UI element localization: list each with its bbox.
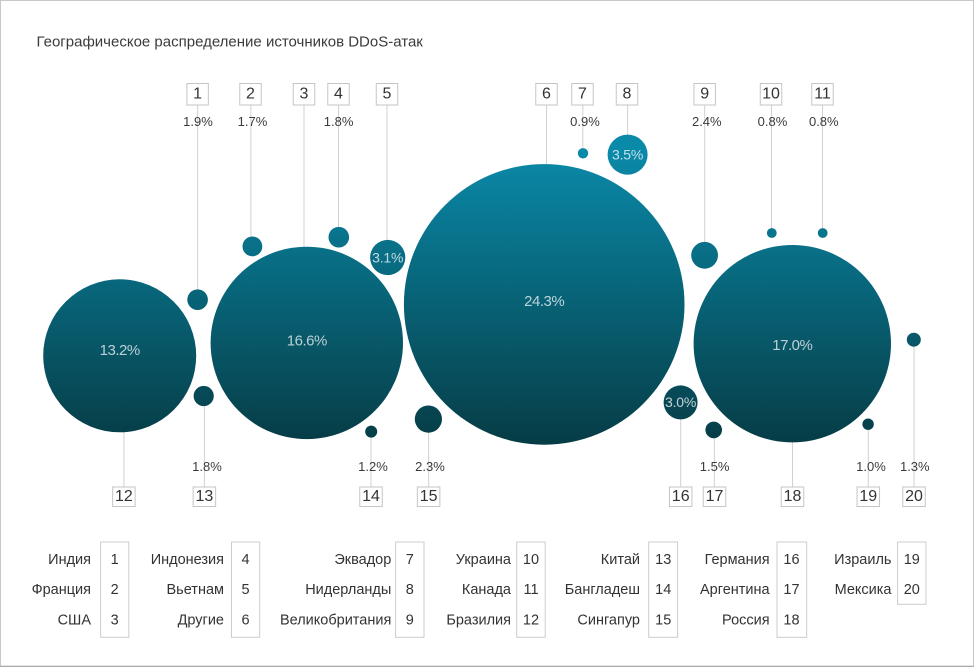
svg-text:9: 9 xyxy=(406,613,414,629)
svg-text:11: 11 xyxy=(814,85,831,102)
svg-text:1.5%: 1.5% xyxy=(700,459,730,474)
svg-text:3.0%: 3.0% xyxy=(665,394,696,410)
svg-text:8: 8 xyxy=(406,582,414,598)
svg-text:5: 5 xyxy=(242,582,250,598)
svg-text:0.9%: 0.9% xyxy=(570,114,600,129)
svg-text:Сингапур: Сингапур xyxy=(577,613,640,629)
svg-text:Франция: Франция xyxy=(32,582,91,598)
svg-text:17: 17 xyxy=(706,488,724,505)
svg-text:Индонезия: Индонезия xyxy=(151,552,224,568)
svg-text:1.8%: 1.8% xyxy=(192,459,222,474)
svg-text:Китай: Китай xyxy=(601,552,640,568)
svg-text:3.5%: 3.5% xyxy=(612,147,643,163)
svg-text:7: 7 xyxy=(406,552,414,568)
svg-text:Бангладеш: Бангладеш xyxy=(565,582,640,598)
svg-text:17: 17 xyxy=(783,582,799,598)
svg-text:6: 6 xyxy=(542,85,551,102)
svg-text:Индия: Индия xyxy=(48,552,91,568)
svg-text:1.8%: 1.8% xyxy=(324,114,354,129)
svg-text:10: 10 xyxy=(762,85,780,102)
svg-text:8: 8 xyxy=(623,85,632,102)
svg-text:2: 2 xyxy=(111,582,119,598)
svg-text:2: 2 xyxy=(246,85,255,102)
svg-text:3.1%: 3.1% xyxy=(372,250,403,266)
svg-text:19: 19 xyxy=(904,552,920,568)
svg-text:3: 3 xyxy=(111,613,119,629)
svg-text:18: 18 xyxy=(784,488,802,505)
svg-text:Другие: Другие xyxy=(178,613,224,629)
svg-text:4: 4 xyxy=(334,85,343,102)
svg-text:4: 4 xyxy=(242,552,250,568)
svg-text:14: 14 xyxy=(655,582,671,598)
svg-text:1: 1 xyxy=(111,552,119,568)
svg-text:Германия: Германия xyxy=(705,552,770,568)
svg-text:15: 15 xyxy=(420,488,438,505)
svg-text:1: 1 xyxy=(193,85,202,102)
svg-text:3: 3 xyxy=(300,85,309,102)
svg-text:1.9%: 1.9% xyxy=(183,114,213,129)
svg-text:17.0%: 17.0% xyxy=(772,337,812,354)
svg-text:Географическое распределение и: Географическое распределение источников … xyxy=(37,34,424,51)
svg-text:11: 11 xyxy=(523,582,538,598)
svg-text:19: 19 xyxy=(859,488,877,505)
svg-text:США: США xyxy=(58,613,92,629)
svg-text:20: 20 xyxy=(904,582,920,598)
svg-text:12: 12 xyxy=(115,488,133,505)
svg-text:Великобритания: Великобритания xyxy=(280,613,391,629)
svg-text:1.2%: 1.2% xyxy=(358,459,388,474)
svg-text:Нидерланды: Нидерланды xyxy=(305,582,391,598)
svg-text:9: 9 xyxy=(700,85,709,102)
svg-text:Вьетнам: Вьетнам xyxy=(167,582,225,598)
svg-text:6: 6 xyxy=(242,613,250,629)
svg-text:Бразилия: Бразилия xyxy=(446,613,511,629)
svg-text:Израиль: Израиль xyxy=(834,552,891,568)
svg-text:12: 12 xyxy=(523,613,539,629)
svg-text:1.3%: 1.3% xyxy=(900,459,930,474)
svg-text:1.7%: 1.7% xyxy=(238,114,268,129)
svg-text:1.0%: 1.0% xyxy=(856,459,886,474)
svg-text:Эквадор: Эквадор xyxy=(334,552,391,568)
svg-text:0.8%: 0.8% xyxy=(758,114,788,129)
svg-text:20: 20 xyxy=(905,488,923,505)
svg-text:Украина: Украина xyxy=(456,552,512,568)
svg-text:2.3%: 2.3% xyxy=(415,459,445,474)
svg-text:2.4%: 2.4% xyxy=(692,114,722,129)
svg-text:15: 15 xyxy=(655,613,671,629)
svg-text:24.3%: 24.3% xyxy=(524,293,564,310)
svg-text:16: 16 xyxy=(783,552,799,568)
svg-text:18: 18 xyxy=(783,613,799,629)
svg-text:10: 10 xyxy=(523,552,539,568)
svg-text:0.8%: 0.8% xyxy=(809,114,839,129)
svg-text:Россия: Россия xyxy=(722,613,770,629)
svg-text:5: 5 xyxy=(383,85,392,102)
svg-text:7: 7 xyxy=(578,85,587,102)
svg-text:13: 13 xyxy=(196,488,214,505)
svg-text:Аргентина: Аргентина xyxy=(700,582,771,598)
svg-text:14: 14 xyxy=(362,488,380,505)
svg-text:16: 16 xyxy=(672,488,690,505)
svg-text:Канада: Канада xyxy=(462,582,512,598)
svg-text:16.6%: 16.6% xyxy=(287,333,327,350)
svg-text:13.2%: 13.2% xyxy=(100,342,140,359)
svg-text:Мексика: Мексика xyxy=(835,582,893,598)
svg-text:13: 13 xyxy=(655,552,671,568)
